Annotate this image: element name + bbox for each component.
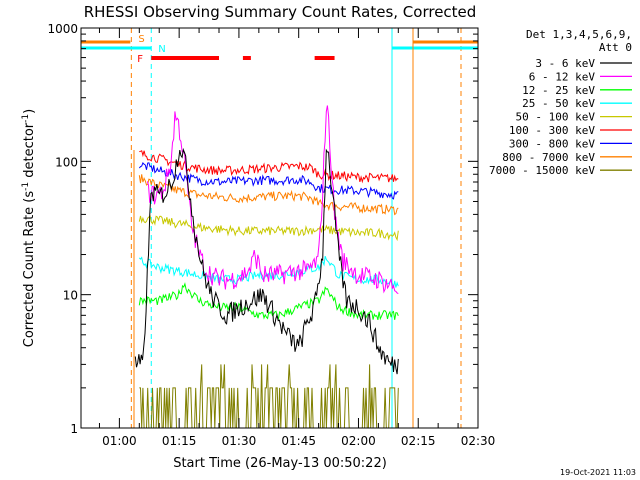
legend-label-7: 300 - 800 keV: [509, 137, 595, 150]
x-axis-label: Start Time (26-May-13 00:50:22): [173, 456, 387, 471]
series-line-1: [134, 147, 399, 375]
legend-label-6: 100 - 300 keV: [509, 124, 595, 137]
y-tick-label: 1: [70, 422, 78, 436]
series-line-2: [146, 105, 399, 295]
x-tick-label: 01:45: [281, 434, 316, 448]
plot-inner: S N F: [81, 28, 478, 428]
y-tick-label: 100: [55, 155, 78, 169]
series-line-8: [138, 174, 399, 216]
legend-label-4: 25 - 50 keV: [522, 97, 595, 110]
x-tick-label: 01:30: [222, 434, 257, 448]
legend-label-5: 50 - 100 keV: [516, 111, 596, 124]
annotation-label-n: N: [158, 44, 165, 55]
y-tick-label: 10: [63, 289, 78, 303]
legend-label-1: 3 - 6 keV: [535, 57, 595, 70]
legend-label-9: 7000 - 15000 keV: [489, 164, 595, 177]
series-line-7: [138, 161, 399, 200]
series-line-4: [138, 255, 399, 288]
plot-frame: [80, 27, 479, 429]
chart-title: RHESSI Observing Summary Count Rates, Co…: [84, 3, 477, 21]
x-tick-label: 01:15: [162, 434, 197, 448]
series-line-5: [138, 214, 399, 242]
axes: 1 10 100 1000 01:00 01:15 01:30 01:45 02:00 02:15…: [47, 22, 495, 448]
timestamp: 19-Oct-2021 11:03: [560, 468, 636, 477]
series-line-9: [139, 364, 399, 428]
x-tick-label: 01:00: [102, 434, 137, 448]
legend-label-2: 6 - 12 keV: [529, 70, 596, 83]
annotation-label-s: S: [138, 34, 144, 45]
legend-label-3: 12 - 25 keV: [522, 84, 595, 97]
x-tick-label: 02:30: [461, 434, 496, 448]
plot-area: S N F: [81, 28, 478, 428]
series-line-6: [139, 150, 399, 184]
y-axis-label: Corrected Count Rate (s-1 detector-1): [21, 109, 37, 347]
x-tick-label: 02:15: [401, 434, 436, 448]
y-tick-label: 1000: [47, 22, 78, 36]
legend-label-8: 800 - 7000 keV: [502, 151, 595, 164]
legend-header-line-1: Det 1,3,4,5,6,9,: [526, 28, 632, 41]
x-tick-label: 02:00: [341, 434, 376, 448]
annotation-label-f: F: [137, 54, 143, 65]
legend-header-line-2: Att 0: [599, 41, 632, 54]
series-line-3: [138, 282, 399, 321]
